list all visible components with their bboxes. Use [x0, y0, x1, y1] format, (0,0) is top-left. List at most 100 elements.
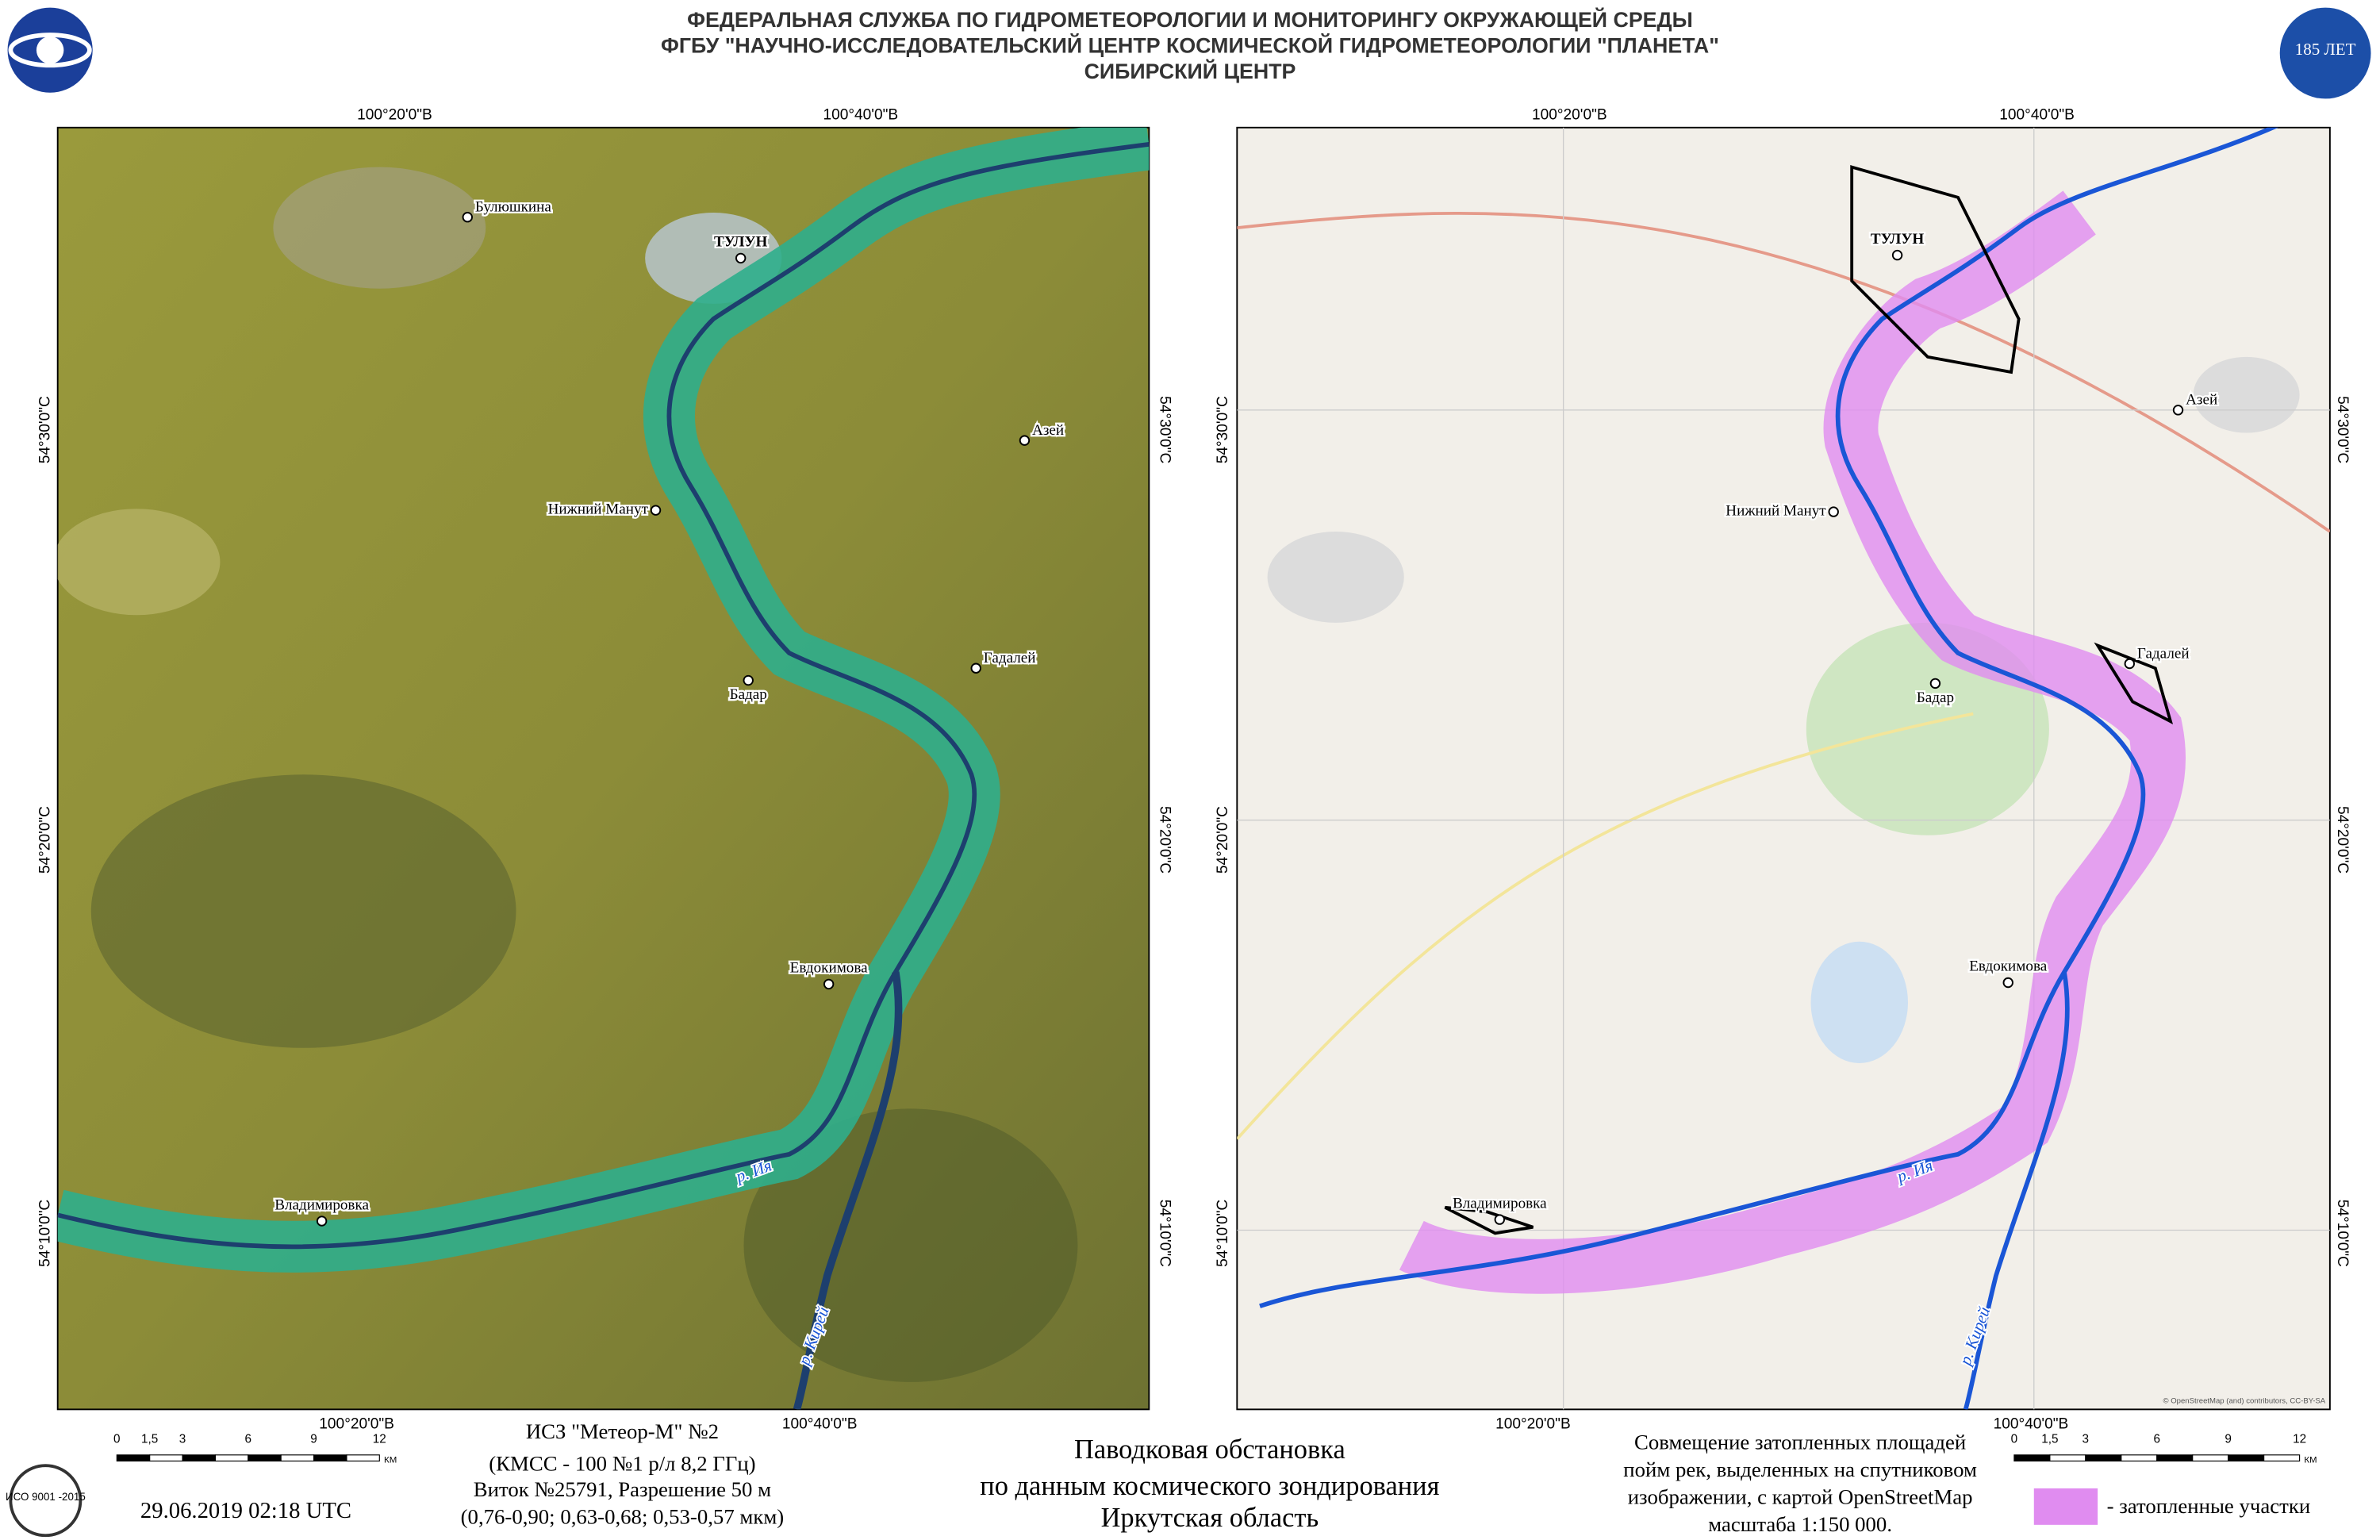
place-marker — [743, 674, 754, 686]
scale-segment — [248, 1454, 282, 1462]
place-label: Гадалей — [984, 650, 1036, 666]
header-line: СИБИРСКИЙ ЦЕНТР — [1084, 58, 1296, 83]
place-label: Нижний Манут — [548, 501, 649, 518]
satellite-info: (КМСС - 100 №1 р/л 8,2 ГГц) — [489, 1451, 755, 1475]
lon-label: 100°20'0"В — [357, 107, 432, 124]
lon-label: 100°20'0"В — [1495, 1416, 1571, 1433]
place-label: Булюшкина — [475, 199, 552, 216]
anniversary-text: 185 ЛЕТ — [2295, 40, 2356, 59]
place-marker — [823, 978, 835, 990]
center-title: Паводковая обстановка — [1074, 1434, 1345, 1465]
legend-swatch — [2033, 1488, 2098, 1525]
scale-segment — [149, 1454, 183, 1462]
scale-segment — [280, 1454, 315, 1462]
scale-unit: КМ — [384, 1455, 397, 1465]
scale-label: 12 — [373, 1432, 386, 1446]
lon-label: 100°20'0"В — [1532, 107, 1607, 124]
satellite-info: ИСЗ "Метеор-М" №2 — [526, 1419, 719, 1443]
lat-label: 54°10'0"С — [1215, 1200, 1231, 1267]
description: изображении, с картой OpenStreetMap — [1628, 1484, 1973, 1508]
iso-text: ИСО 9001 -2015 — [6, 1491, 86, 1503]
scale-segment — [2228, 1454, 2265, 1462]
scale-segment — [2192, 1454, 2229, 1462]
place-label: Владимировка — [274, 1196, 369, 1213]
place-label: Евдокимова — [790, 960, 868, 977]
place-label: Владимировка — [1453, 1195, 1547, 1212]
place-label: Нижний Манут — [1726, 502, 1826, 519]
iso-badge: ИСО 9001 -2015 — [6, 1464, 86, 1538]
place-marker — [2172, 405, 2184, 416]
place-marker — [2002, 977, 2013, 989]
legend-label: - затопленные участки — [2107, 1494, 2311, 1518]
lat-label: 54°10'0"С — [2334, 1200, 2351, 1267]
scale-label: 12 — [2293, 1432, 2306, 1446]
lat-label: 54°20'0"С — [1156, 806, 1173, 874]
place-marker — [1494, 1214, 1506, 1225]
description: Совмещение затопленных площадей — [1634, 1431, 1966, 1454]
scale-segment — [2049, 1454, 2086, 1462]
header-line: ФЕДЕРАЛЬНАЯ СЛУЖБА ПО ГИДРОМЕТЕОРОЛОГИИ … — [687, 6, 1693, 32]
anniversary-logo: 185 ЛЕТ — [2279, 7, 2371, 99]
lon-label: 100°40'0"В — [1999, 107, 2075, 124]
lat-label: 54°20'0"С — [1215, 806, 1231, 874]
place-marker — [316, 1215, 328, 1227]
center-title: Иркутская область — [1101, 1503, 1319, 1533]
lat-label: 54°10'0"С — [36, 1200, 53, 1267]
scale-segment — [116, 1454, 151, 1462]
osm-features — [1237, 127, 2330, 1410]
place-marker — [650, 505, 662, 516]
place-marker — [1019, 435, 1031, 446]
place-label: Бадар — [730, 686, 767, 703]
lon-label: 100°40'0"В — [782, 1416, 858, 1433]
scale-label: 6 — [2153, 1432, 2160, 1446]
scale-segment — [2013, 1454, 2051, 1462]
scale-label: 1,5 — [141, 1432, 158, 1446]
place-marker — [970, 662, 981, 674]
scale-label: 1,5 — [2041, 1432, 2058, 1446]
lat-label: 54°30'0"С — [2334, 396, 2351, 463]
scale-segment — [2263, 1454, 2301, 1462]
scale-segment — [313, 1454, 347, 1462]
scale-label: 6 — [245, 1432, 252, 1446]
scale-label: 3 — [179, 1432, 186, 1446]
scale-unit: КМ — [2304, 1455, 2317, 1465]
place-label: Евдокимова — [1969, 958, 2047, 975]
lat-label: 54°30'0"С — [1215, 396, 1231, 463]
satellite-info: (0,76-0,90; 0,63-0,68; 0,53-0,57 мкм) — [461, 1504, 785, 1528]
logo — [7, 7, 93, 93]
place-label: Бадар — [1917, 689, 1954, 706]
attribution: © OpenStreetMap (and) contributors, CC-B… — [2163, 1397, 2326, 1406]
header-line: ФГБУ "НАУЧНО-ИССЛЕДОВАТЕЛЬСКИЙ ЦЕНТР КОС… — [661, 32, 1719, 57]
lat-label: 54°30'0"С — [1156, 396, 1173, 463]
satellite-features — [57, 127, 1150, 1410]
scale-segment — [346, 1454, 380, 1462]
description: пойм рек, выделенных на спутниковом — [1623, 1457, 1977, 1481]
scale-segment — [182, 1454, 217, 1462]
scale-label: 9 — [310, 1432, 317, 1446]
scale-bars: 0 1,5 3 6 9 12 КМ 0 1,5 3 6 9 12 КМ — [113, 1432, 2317, 1465]
lon-label: 100°20'0"В — [319, 1416, 394, 1433]
lat-label: 54°10'0"С — [1156, 1200, 1173, 1267]
satellite-info: Виток №25791, Разрешение 50 м — [474, 1477, 771, 1501]
place-label: Гадалей — [2137, 645, 2190, 662]
center-title: по данным космического зондирования — [980, 1471, 1439, 1501]
place-marker — [1891, 249, 1903, 261]
scale-segment — [2156, 1454, 2194, 1462]
place-label: Азей — [2186, 392, 2217, 409]
place-label: ТУЛУН — [714, 234, 768, 251]
scale-label: 9 — [2225, 1432, 2232, 1446]
lat-label: 54°20'0"С — [2334, 806, 2351, 874]
scale-segment — [2121, 1454, 2158, 1462]
scale-segment — [214, 1454, 249, 1462]
scale-label: 0 — [2011, 1432, 2018, 1446]
place-label: Азей — [1032, 422, 1064, 439]
place-marker — [1929, 678, 1941, 689]
lat-label: 54°20'0"С — [36, 806, 53, 874]
date: 29.06.2019 02:18 UTC — [140, 1498, 351, 1523]
place-marker — [2124, 658, 2136, 670]
lat-label: 54°30'0"С — [36, 396, 53, 463]
place-label: ТУЛУН — [1871, 231, 1925, 248]
lon-label: 100°40'0"В — [1994, 1416, 2069, 1433]
scale-label: 3 — [2082, 1432, 2090, 1446]
